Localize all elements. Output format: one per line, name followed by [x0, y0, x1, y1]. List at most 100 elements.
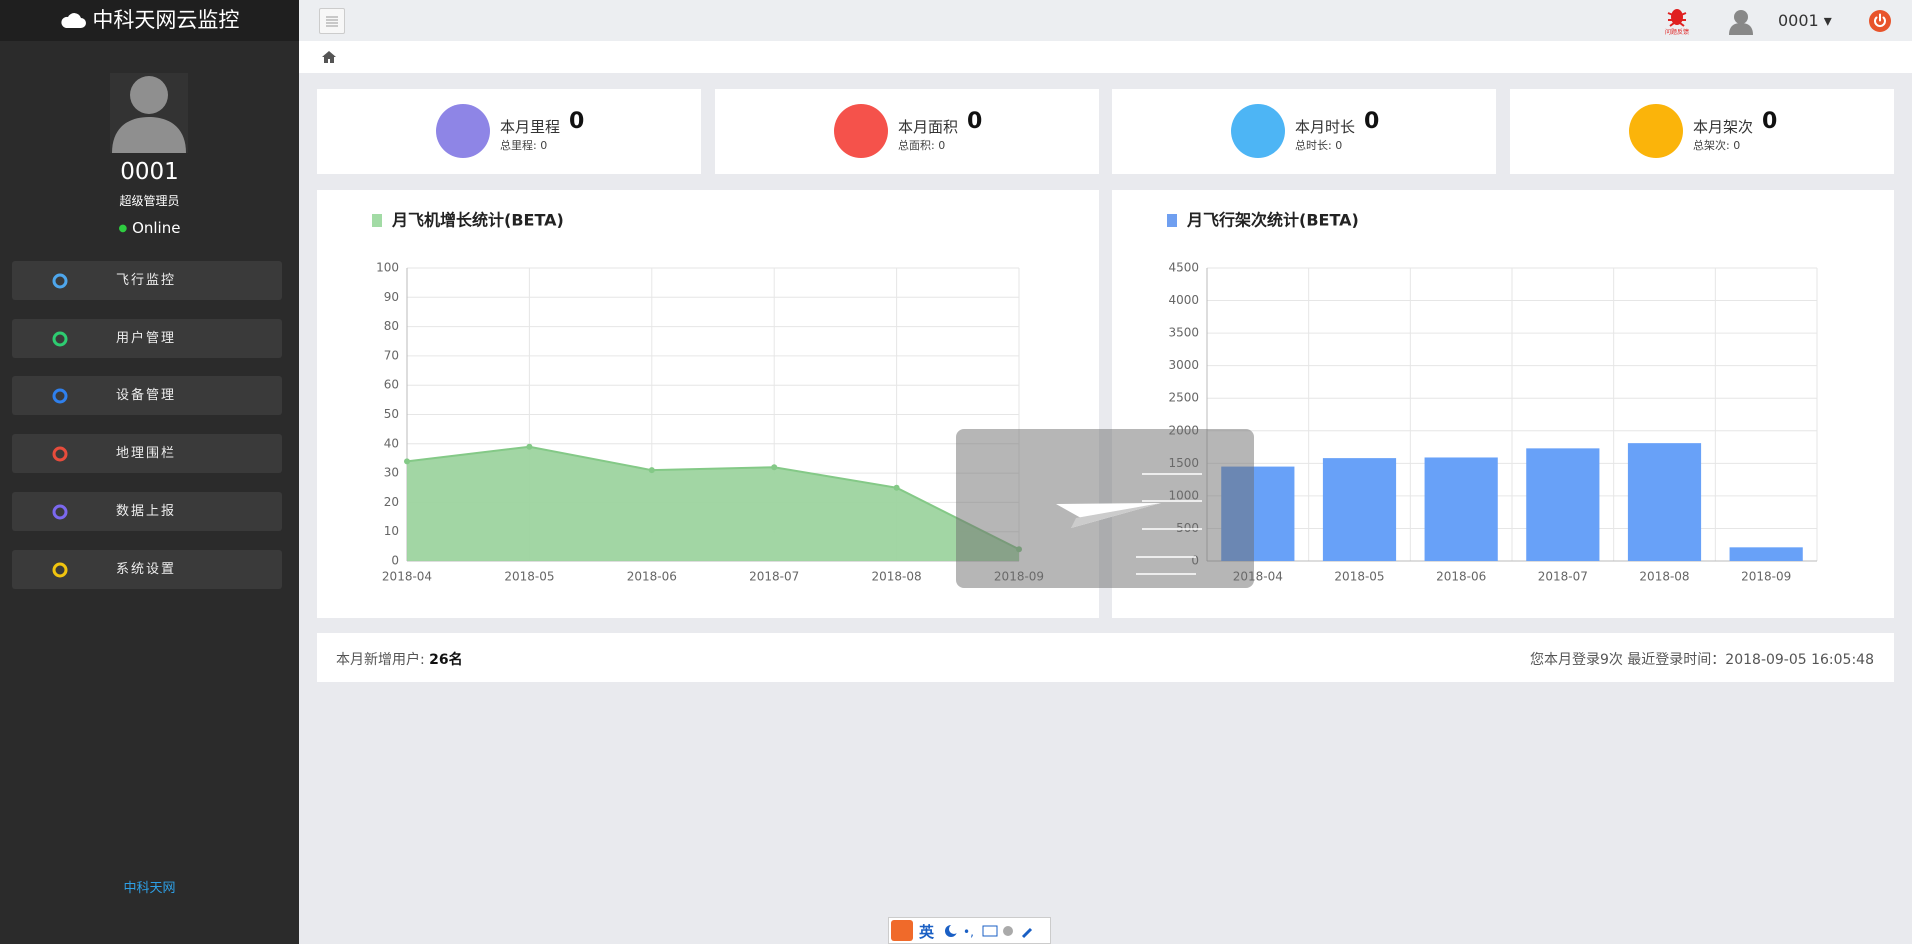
- feedback-text: 问题反馈: [1664, 29, 1689, 36]
- power-button[interactable]: [1868, 9, 1892, 33]
- point: [893, 484, 900, 491]
- top-bar: 问题反馈 0001 ▾: [299, 0, 1912, 41]
- x-tick-label: 2018-08: [872, 570, 922, 584]
- menu-text: 数据上报: [116, 503, 177, 519]
- stat-card: 本月面积 0 总面积: 0: [715, 89, 1099, 174]
- ime-icons: •,: [945, 924, 1033, 939]
- user-menu[interactable]: 0001 ▾: [1778, 11, 1832, 30]
- point: [404, 458, 410, 465]
- stat-total: 总面积: 0: [898, 139, 946, 152]
- bug-icon: [1667, 9, 1687, 27]
- y-tick-label: 30: [384, 466, 399, 480]
- x-tick-label: 2018-07: [749, 570, 799, 584]
- point: [771, 464, 778, 471]
- stat-label: 本月架次: [1693, 118, 1754, 136]
- y-tick-label: 3500: [1168, 326, 1199, 340]
- stat-total: 总里程: 0: [500, 139, 548, 152]
- stat-total: 总架次: 0: [1693, 139, 1741, 152]
- point: [648, 467, 655, 474]
- y-tick-label: 4500: [1168, 261, 1199, 275]
- y-tick-label: 2500: [1168, 391, 1199, 405]
- sidebar-footer: 中科天网: [123, 881, 176, 896]
- menu-item[interactable]: 用户管理: [12, 318, 282, 358]
- feedback[interactable]: 问题反馈: [1662, 5, 1692, 36]
- login-info: 您本月登录9次 最近登录时间：2018-09-05 16:05:48: [1529, 652, 1874, 668]
- x-tick-label: 2018-06: [627, 570, 677, 584]
- ime-logo: [891, 920, 913, 941]
- bar: [1322, 458, 1397, 561]
- avatar: [110, 73, 188, 153]
- menu-text: 设备管理: [116, 388, 177, 404]
- menu-icon-shape: [52, 446, 68, 462]
- menu-icon-shape: [52, 273, 68, 289]
- new-users-label: 本月新增用户:: [336, 652, 425, 668]
- top-user: 0001: [1778, 11, 1819, 30]
- chart-panel: 月飞机增长统计(BETA) 0 10 20 30 40 50 60 70 80 90 100 2018-…: [317, 190, 1099, 618]
- menu-icon: [52, 562, 68, 577]
- chart-title: 月飞行架次统计(BETA): [1186, 211, 1359, 230]
- svg-text:•,: •,: [963, 925, 974, 939]
- y-tick-label: 20: [384, 495, 399, 509]
- menu-item[interactable]: 地理围栏: [12, 434, 282, 474]
- x-tick-label: 2018-09: [1741, 570, 1791, 584]
- menu-text: 用户管理: [116, 330, 177, 346]
- hamburger-icon: [326, 16, 338, 27]
- new-users: 本月新增用户: 26名: [336, 649, 463, 669]
- stat-icon: [1231, 104, 1285, 158]
- y-tick-label: 3000: [1168, 358, 1199, 372]
- brand: 中科天网云监控: [0, 0, 299, 41]
- bar: [1526, 448, 1600, 561]
- user-status: ● Online: [118, 219, 181, 237]
- y-tick-label: 100: [376, 261, 399, 275]
- menu-icon: [52, 446, 68, 462]
- bar: [1627, 443, 1702, 561]
- y-tick-label: 50: [384, 407, 399, 421]
- stat-total: 总时长: 0: [1295, 139, 1343, 152]
- ime-lang[interactable]: 英: [919, 923, 935, 941]
- stat-card: 本月架次 0 总架次: 0: [1510, 89, 1894, 174]
- y-tick-label: 60: [384, 378, 399, 392]
- summary-bar: 本月新增用户: 26名 您本月登录9次 最近登录时间：2018-09-05 16…: [317, 633, 1894, 682]
- chart: 月飞行架次统计(BETA)050010001500200025003000350…: [1167, 211, 1818, 584]
- y-tick-label: 90: [384, 290, 399, 304]
- menu-item[interactable]: 数据上报: [12, 491, 282, 531]
- ime-toolbar: 英 •,: [888, 917, 1051, 944]
- stat-value: 0: [1762, 109, 1778, 134]
- menu-text: 地理围栏: [116, 446, 177, 462]
- area: [407, 446, 1019, 561]
- chart-title: 月飞机增长统计(BETA): [391, 211, 564, 230]
- menu-icon-shape: [52, 504, 68, 520]
- new-users-value: 26名: [429, 652, 463, 668]
- legend-swatch: [1167, 214, 1177, 227]
- menu-icon: [52, 273, 68, 289]
- stat-card: 本月里程 0 总里程: 0: [317, 89, 701, 174]
- x-tick-label: 2018-05: [504, 570, 554, 584]
- brand-title: 中科天网云监控: [92, 8, 240, 32]
- x-tick-label: 2018-05: [1334, 570, 1384, 584]
- menu-icon-shape: [52, 562, 68, 577]
- menu-toggle[interactable]: [319, 8, 345, 34]
- menu-item[interactable]: 飞行监控: [12, 261, 282, 300]
- menu-icon: [52, 388, 68, 404]
- sidebar: 中科天网云监控 0001 超级管理员 ● Online 飞行监控 用户管理 设备管理…: [0, 0, 299, 944]
- menu-icon-shape: [52, 331, 68, 347]
- stat-value: 0: [569, 109, 585, 134]
- menu-item[interactable]: 系统设置: [12, 549, 282, 589]
- menu-icon-shape: [52, 388, 68, 404]
- y-tick-label: 70: [384, 348, 399, 362]
- bar: [1729, 547, 1803, 561]
- home-icon[interactable]: [321, 50, 337, 64]
- bar: [1424, 457, 1498, 561]
- stat-card: 本月时长 0 总时长: 0: [1112, 89, 1496, 174]
- menu-text: 系统设置: [116, 561, 177, 577]
- menu-item[interactable]: 设备管理: [12, 376, 282, 416]
- chart: 月飞机增长统计(BETA) 0 10 20 30 40 50 60 70 80 90 100 2018-…: [372, 211, 1044, 584]
- stat-value: 0: [1364, 109, 1380, 134]
- line: [406, 445, 1020, 551]
- user-icon: [1729, 10, 1753, 35]
- point: [526, 443, 533, 450]
- stat-icon: [1629, 104, 1683, 158]
- x-tick-label: 2018-08: [1639, 570, 1689, 584]
- stat-label: 本月面积: [898, 118, 959, 136]
